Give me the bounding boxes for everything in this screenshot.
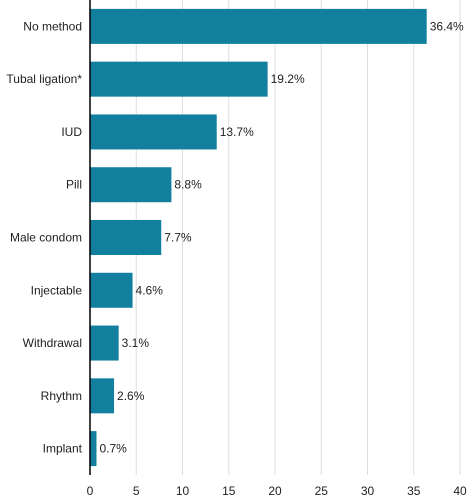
bar-7 (90, 378, 115, 414)
x-tick-label-5: 5 (133, 484, 140, 498)
data-label-5: 4.6% (136, 283, 164, 297)
x-tick-label-30: 30 (361, 484, 375, 498)
category-label-5: Injectable (31, 283, 83, 297)
bar-3 (90, 167, 172, 203)
bar-8 (90, 431, 97, 467)
category-label-7: Rhythm (41, 389, 82, 403)
data-label-2: 13.7% (220, 125, 254, 139)
category-label-1: Tubal ligation* (6, 72, 82, 86)
bar-0 (90, 8, 427, 44)
category-label-4: Male condom (10, 231, 82, 245)
data-labels: 36.4% 19.2% 13.7% 8.8% 7.7% 4.6% 3.1% 2.6% 0.7% (99, 19, 464, 455)
x-tick-label-40: 40 (453, 484, 467, 498)
x-tick-label-0: 0 (87, 484, 94, 498)
x-tick-label-25: 25 (315, 484, 329, 498)
category-label-2: IUD (61, 125, 82, 139)
bar-4 (90, 220, 162, 255)
data-label-8: 0.7% (99, 442, 127, 456)
bar-6 (90, 325, 119, 361)
category-label-0: No method (23, 19, 82, 33)
x-tick-label-15: 15 (222, 484, 236, 498)
bars (90, 8, 427, 467)
data-label-3: 8.8% (174, 178, 202, 192)
category-label-3: Pill (66, 178, 82, 192)
data-label-7: 2.6% (117, 389, 145, 403)
bar-2 (90, 114, 217, 150)
x-tick-label-10: 10 (176, 484, 190, 498)
bar-5 (90, 272, 133, 308)
data-label-0: 36.4% (430, 19, 464, 33)
data-label-4: 7.7% (164, 231, 192, 245)
x-axis-ticks: 0 5 10 15 20 25 30 35 40 (87, 484, 467, 498)
bar-1 (90, 61, 268, 97)
data-label-6: 3.1% (122, 336, 150, 350)
category-label-6: Withdrawal (23, 336, 82, 350)
category-labels: No method Tubal ligation* IUD Pill Male cond… (6, 19, 82, 455)
category-label-8: Implant (43, 442, 83, 456)
x-tick-label-35: 35 (407, 484, 421, 498)
data-label-1: 19.2% (271, 72, 305, 86)
x-tick-label-20: 20 (268, 484, 282, 498)
